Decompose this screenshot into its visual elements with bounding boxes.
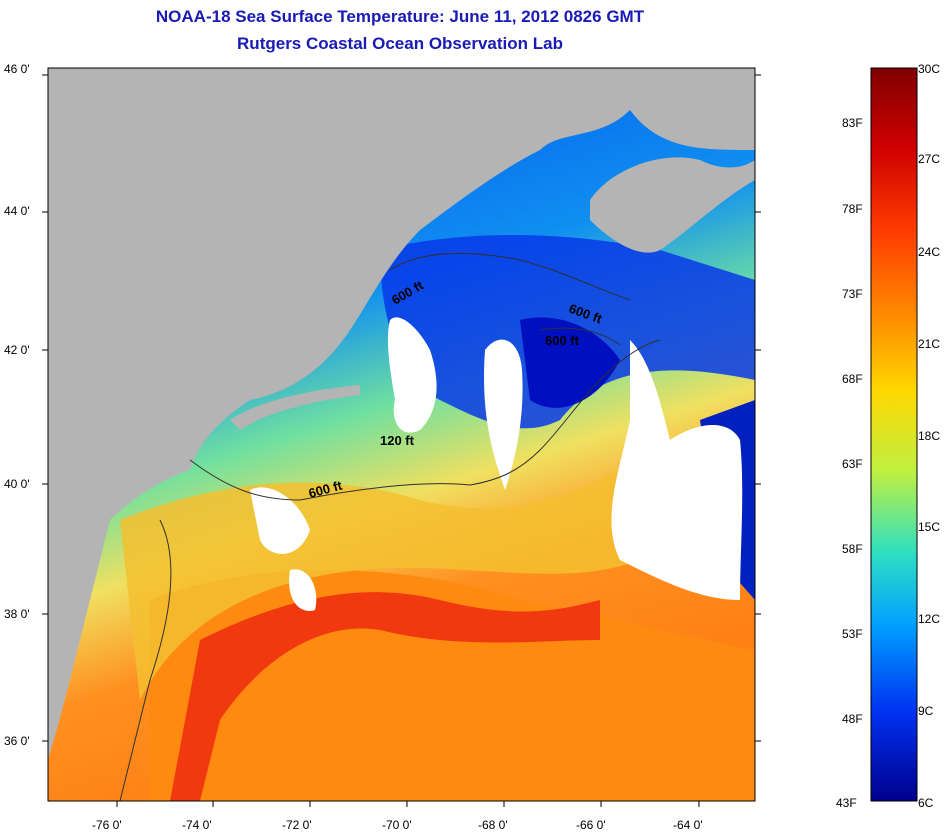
axis-ticks (42, 74, 761, 807)
cloud-1 (387, 317, 437, 433)
contour-label-3: 600 ft (545, 333, 580, 348)
cb-f-68: 68F (842, 372, 863, 386)
cb-c-24: 24C (918, 245, 941, 259)
contour-label-4: 120 ft (380, 433, 415, 448)
cb-f-73: 73F (842, 287, 863, 301)
cb-c-18: 18C (918, 429, 941, 443)
isobath-600ft-gulf (389, 252, 631, 346)
cb-c-15: 15C (918, 520, 941, 534)
land-long-island (230, 385, 360, 430)
cb-f-58: 58F (842, 542, 863, 556)
cloud-3 (611, 340, 743, 600)
lon-label-72: -72 0' (282, 818, 312, 832)
lon-label-76: -76 0' (92, 818, 122, 832)
lat-label-44: 44 0' (4, 204, 30, 218)
land-mainland (48, 68, 755, 760)
map-subtitle: Rutgers Coastal Ocean Observation Lab (237, 34, 563, 53)
cb-c-27: 27C (918, 152, 941, 166)
cloud-2 (484, 339, 523, 490)
lon-label-70: -70 0' (382, 818, 412, 832)
cb-f-48: 48F (842, 712, 863, 726)
lat-label-38: 38 0' (4, 607, 30, 621)
lon-label-64: -64 0' (673, 818, 703, 832)
map-title: NOAA-18 Sea Surface Temperature: June 11… (155, 7, 645, 26)
lon-label-68: -68 0' (478, 818, 508, 832)
lon-label-74: -74 0' (182, 818, 212, 832)
cloud-4 (250, 487, 310, 554)
lat-label-40: 40 0' (4, 477, 30, 491)
cb-c-12: 12C (918, 612, 941, 626)
lon-label-66: -66 0' (576, 818, 606, 832)
cb-f-53: 53F (842, 627, 863, 641)
gulf-stream (170, 592, 600, 801)
map-border (47, 67, 756, 802)
isobath-600ft (119, 339, 661, 801)
lat-label-46: 46 0' (4, 62, 30, 76)
cb-f-83: 83F (842, 116, 863, 130)
lat-label-42: 42 0' (4, 343, 30, 357)
land-nova-scotia (590, 157, 755, 253)
cb-f-43: 43F (836, 796, 857, 810)
cb-c-6: 6C (918, 796, 934, 810)
colorbar (870, 67, 918, 802)
cloud-5 (289, 569, 317, 611)
cb-c-21: 21C (918, 337, 941, 351)
cb-c-9: 9C (918, 704, 934, 718)
cb-f-63: 63F (842, 457, 863, 471)
cb-c-30: 30C (918, 62, 941, 76)
lat-label-36: 36 0' (4, 734, 30, 748)
cb-f-78: 78F (842, 202, 863, 216)
mid-shelf-warm (120, 470, 640, 700)
